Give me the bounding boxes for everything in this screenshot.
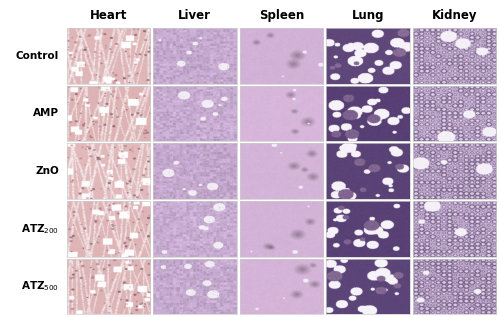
Text: ATZ$_{500}$: ATZ$_{500}$	[21, 280, 59, 294]
Text: Spleen: Spleen	[258, 9, 304, 22]
Text: Heart: Heart	[90, 9, 127, 22]
Text: ZnO: ZnO	[36, 166, 59, 176]
Text: Liver: Liver	[178, 9, 211, 22]
Text: Lung: Lung	[352, 9, 384, 22]
Text: AMP: AMP	[33, 108, 59, 119]
Text: Control: Control	[16, 51, 59, 61]
Text: ATZ$_{200}$: ATZ$_{200}$	[21, 222, 59, 236]
Text: Kidney: Kidney	[432, 9, 477, 22]
